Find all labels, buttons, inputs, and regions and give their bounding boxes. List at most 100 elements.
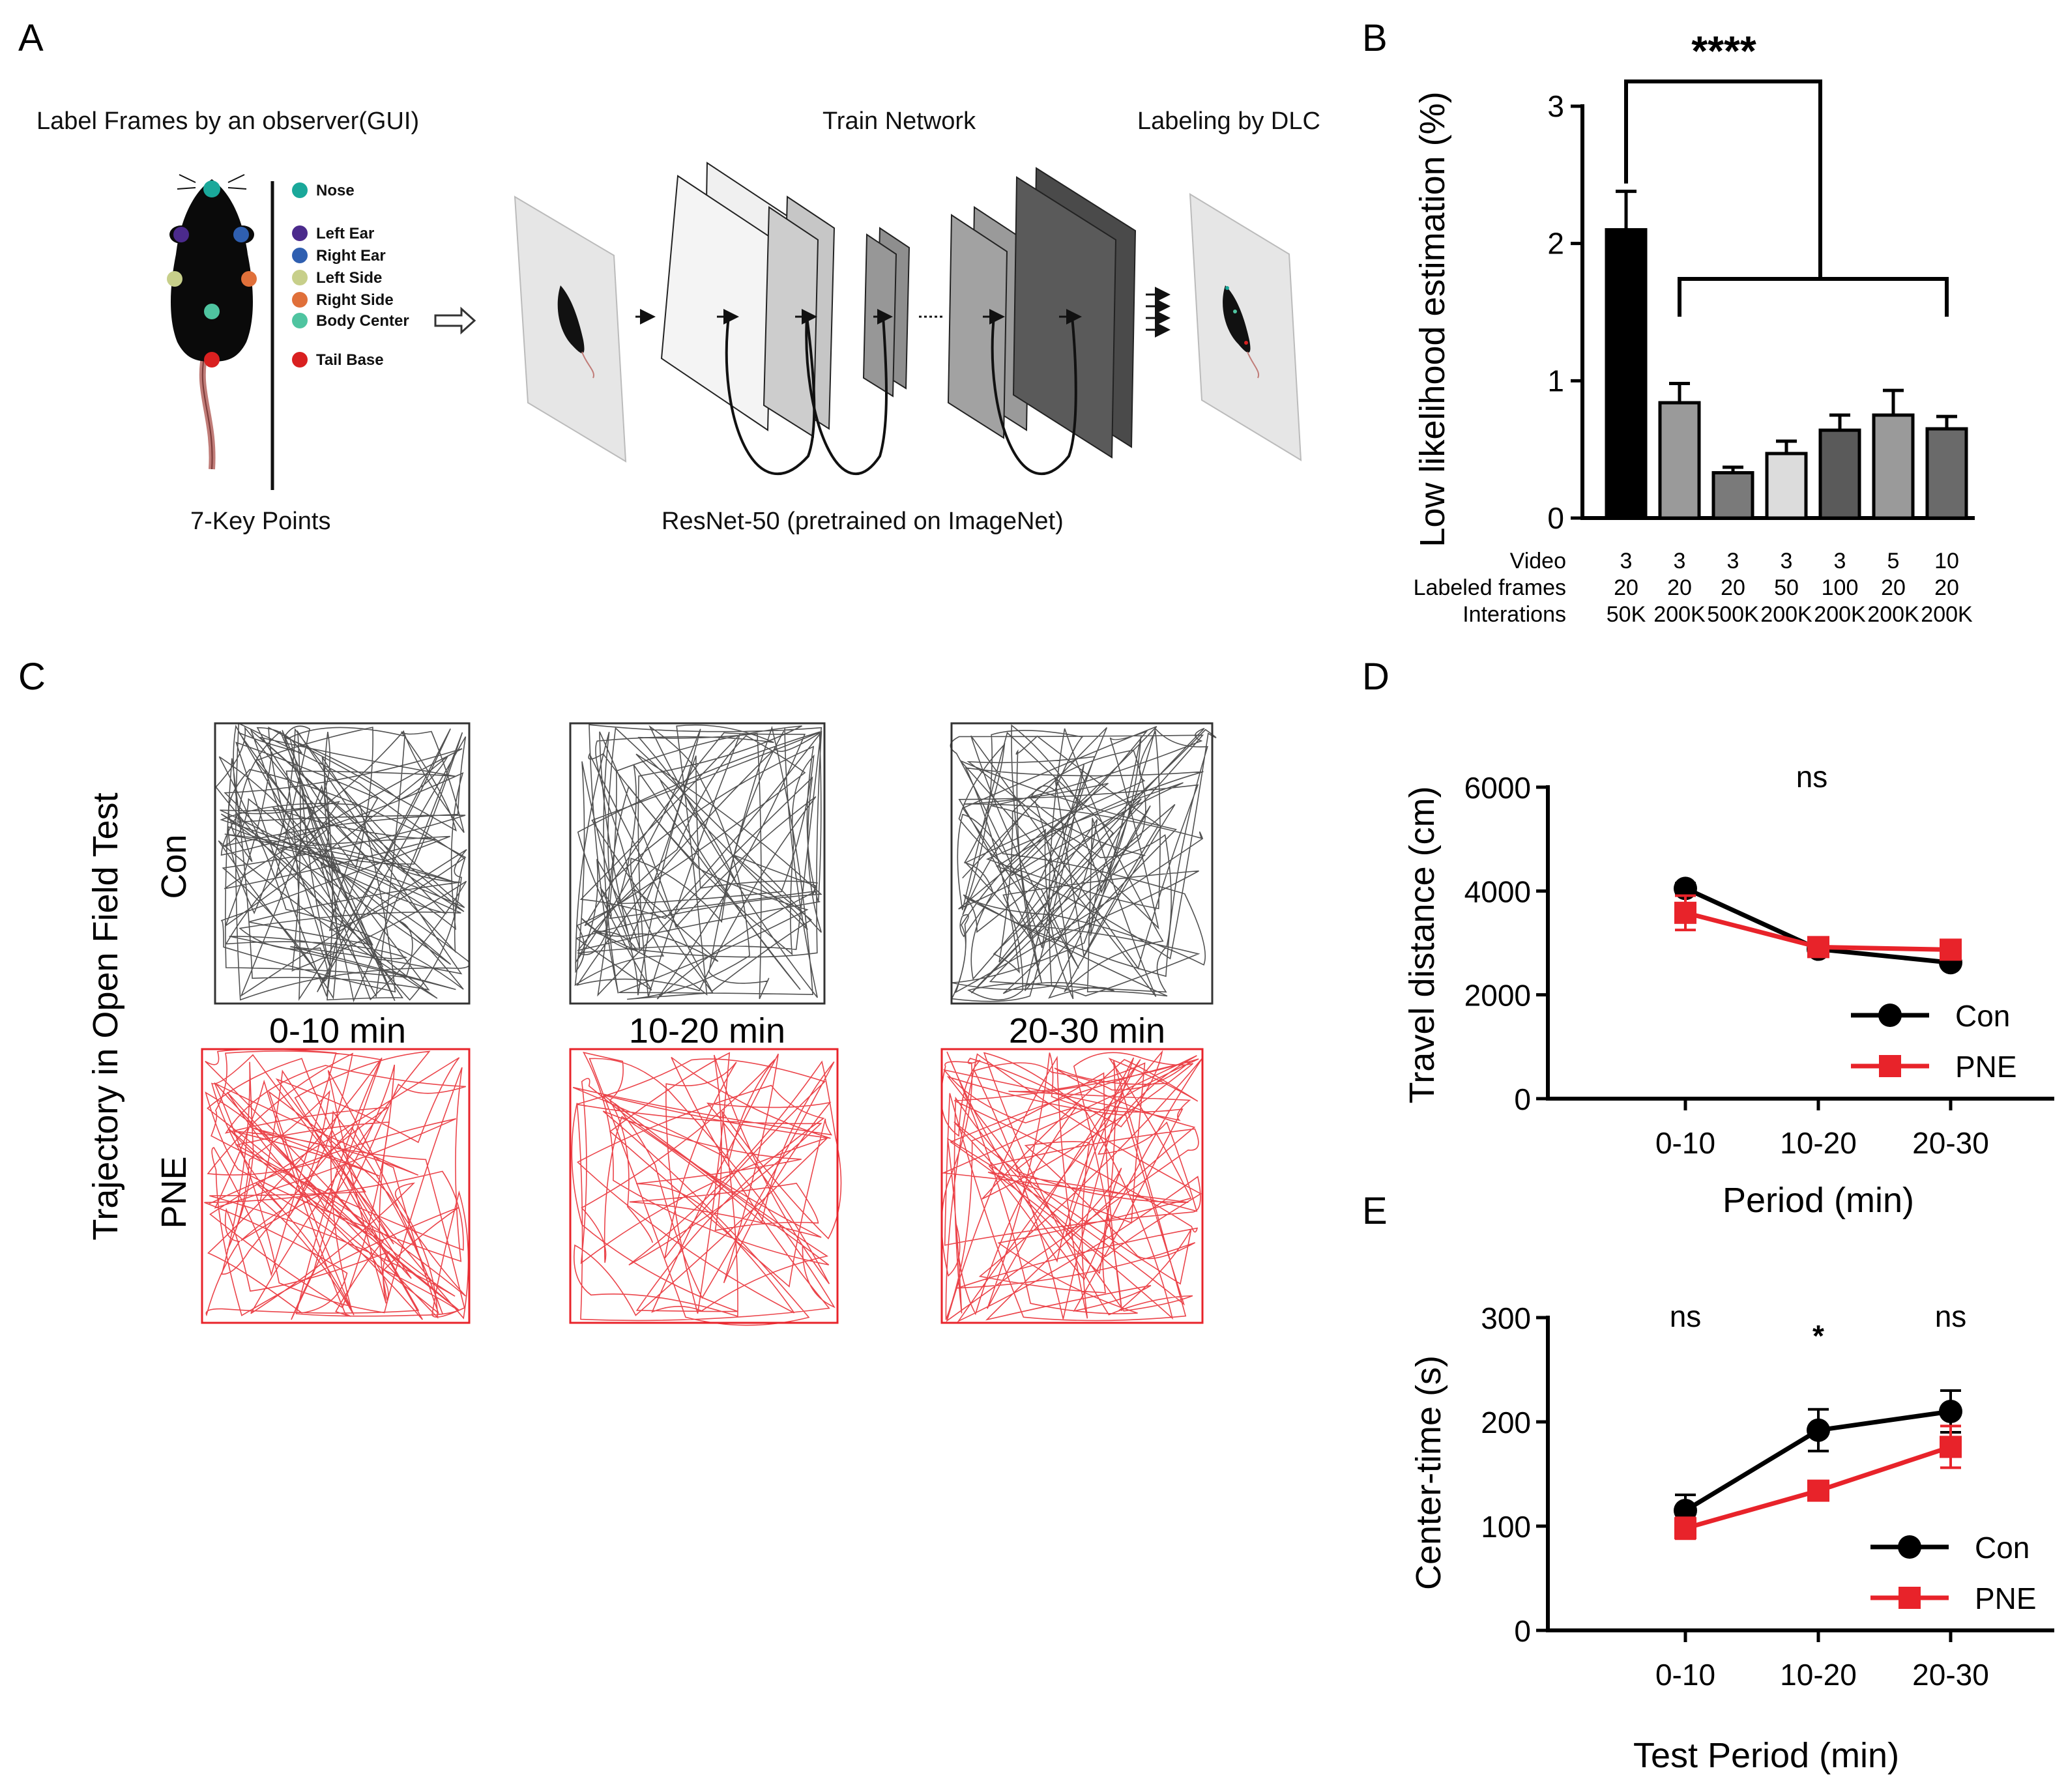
keypoint-swatch	[292, 352, 308, 368]
keypoint-label: Left Ear	[316, 225, 374, 242]
keypoint-swatch	[292, 225, 308, 241]
video-value: 3	[1727, 549, 1739, 573]
bar	[1765, 452, 1808, 520]
keypoint-label: Tail Base	[316, 351, 384, 369]
iterations-value: 500K	[1707, 602, 1759, 627]
iterations-value: 200K	[1867, 602, 1919, 627]
pne-trajectory-path	[940, 1050, 1203, 1323]
pne-trajectory-path	[571, 1052, 842, 1326]
significance-label: ns	[1796, 760, 1828, 794]
y-tick-label: 300	[1481, 1301, 1531, 1335]
con-trajectory-border	[569, 722, 826, 1005]
data-point-pne	[1807, 936, 1829, 959]
keypoint-swatch	[292, 182, 308, 198]
output-frame-image	[1189, 193, 1302, 461]
mouse-icon	[167, 174, 257, 470]
labeled-frames-value: 20	[1667, 575, 1692, 600]
video-value: 10	[1934, 549, 1959, 573]
keypoint-legend: Nose Left Ear Right Ear Left Side Right …	[292, 182, 409, 369]
keypoint-swatch	[292, 313, 308, 328]
row-label-labeled-frames: Labeled frames	[1414, 575, 1566, 600]
labeled-frames-value: 100	[1822, 575, 1859, 600]
keypoint-label: Right Ear	[316, 247, 386, 265]
pne-trajectory-border	[201, 1048, 471, 1324]
panel-label-b: B	[1362, 17, 1388, 59]
data-point-pne	[1807, 1479, 1829, 1502]
period-label: 20-30 min	[1009, 1011, 1165, 1050]
row-label-video: Video	[1510, 549, 1566, 573]
labeled-frames-value: 20	[1721, 575, 1745, 600]
panel-label-d: D	[1362, 656, 1389, 698]
iterations-value: 200K	[1653, 602, 1706, 627]
labeled-frames-value: 50	[1774, 575, 1799, 600]
keypoint-label: Body Center	[316, 312, 409, 330]
legend-marker	[1898, 1535, 1921, 1559]
panel-label-e: E	[1362, 1190, 1388, 1232]
period-label: 10-20 min	[629, 1011, 785, 1050]
y-tick-label: 0	[1514, 1082, 1531, 1116]
bar	[1925, 427, 1968, 520]
keypoint-swatch	[292, 248, 308, 263]
x-tick-label: 10-20	[1780, 1658, 1857, 1692]
con-trajectory-path	[574, 724, 822, 1000]
y-tick-label: 2	[1547, 227, 1564, 261]
x-tick-label: 10-20	[1780, 1126, 1857, 1160]
period-label: 0-10 min	[269, 1011, 406, 1050]
y-tick-label: 2000	[1464, 979, 1531, 1013]
y-axis-title: Travel distance (cm)	[1403, 786, 1442, 1103]
con-trajectory-path	[215, 722, 471, 1003]
y-tick-label: 3	[1547, 89, 1564, 123]
x-axis-title: Test Period (min)	[1633, 1736, 1899, 1775]
y-tick-label: 200	[1481, 1406, 1531, 1439]
panel-d-line-chart: D Travel distance (cm) Period (min) 0 200…	[1362, 656, 2054, 1220]
data-point-con	[1674, 876, 1697, 901]
x-tick-label: 0-10	[1655, 1126, 1715, 1160]
row-label-con: Con	[154, 834, 194, 899]
iterations-value: 200K	[1760, 602, 1812, 627]
data-point-con	[1939, 1400, 1962, 1423]
row-label-iterations: Interations	[1462, 602, 1566, 627]
con-trajectory-border	[950, 722, 1214, 1005]
y-tick-label: 0	[1514, 1614, 1531, 1648]
video-value: 5	[1887, 549, 1900, 573]
keypoint-label: Nose	[316, 182, 355, 199]
y-axis-title: Low likelihood estimation (%)	[1413, 91, 1452, 547]
pne-trajectory-border	[569, 1048, 839, 1324]
data-point-con	[1674, 1499, 1697, 1522]
iterations-value: 200K	[1814, 602, 1866, 627]
row-label-pne: PNE	[154, 1156, 194, 1228]
input-frame-image	[514, 195, 627, 463]
video-value: 3	[1674, 549, 1686, 573]
legend-marker	[1878, 1004, 1902, 1027]
significance-label: ****	[1691, 27, 1756, 74]
significance-label: *	[1812, 1319, 1824, 1353]
keypoint-label: Left Side	[316, 269, 382, 287]
y-axis-title: Center-time (s)	[1409, 1355, 1448, 1590]
hollow-arrow-icon	[434, 306, 476, 335]
bar	[1711, 470, 1754, 520]
x-tick-label: 20-30	[1912, 1658, 1989, 1692]
y-tick-label: 6000	[1464, 771, 1531, 805]
y-tick-label: 0	[1547, 501, 1564, 535]
labeled-frames-value: 20	[1614, 575, 1638, 600]
keypoint-swatch	[292, 292, 308, 308]
pne-trajectory-border	[940, 1048, 1204, 1324]
iterations-value: 50K	[1607, 602, 1646, 627]
bar	[1818, 428, 1861, 520]
con-trajectory-border	[214, 722, 471, 1005]
iterations-value: 200K	[1921, 602, 1973, 627]
bar	[1872, 413, 1915, 520]
panel-e-line-chart: E Center-time (s) Test Period (min) 0 100…	[1362, 1190, 2054, 1775]
significance-label: ns	[1670, 1299, 1702, 1333]
y-tick-label: 1	[1547, 364, 1564, 397]
x-tick-label: 0-10	[1655, 1658, 1715, 1692]
label-frames-title: Label Frames by an observer(GUI)	[36, 108, 419, 135]
resnet-caption: ResNet-50 (pretrained on ImageNet)	[662, 508, 1064, 535]
key-points-caption: 7-Key Points	[190, 508, 330, 535]
significance-label: ns	[1935, 1299, 1967, 1333]
legend-marker	[1899, 1587, 1921, 1609]
panel-label-a: A	[18, 17, 44, 59]
legend-label: PNE	[1955, 1050, 2017, 1084]
keypoint-label: Right Side	[316, 291, 394, 309]
